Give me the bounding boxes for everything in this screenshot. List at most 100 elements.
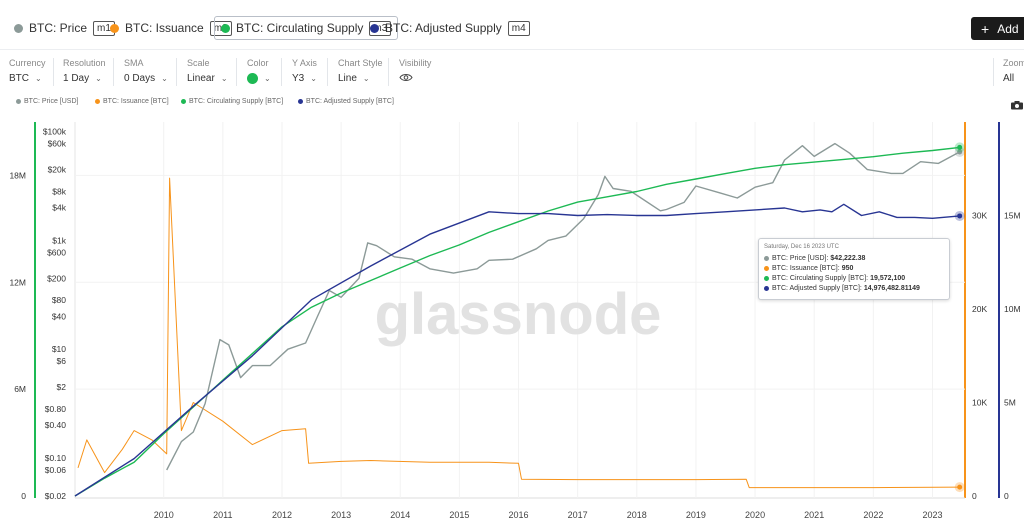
divider [388, 58, 389, 86]
adjusted-tick-label: 15M [1004, 211, 1021, 221]
price-tick-label: $10 [52, 344, 66, 354]
tooltip-value: $42,222.38 [830, 254, 866, 262]
color-control[interactable]: Color ⌄ [247, 58, 271, 84]
add-button[interactable]: + Add [971, 17, 1024, 40]
camera-icon[interactable] [1010, 100, 1024, 110]
series-end-marker [957, 213, 963, 219]
scale-select[interactable]: Linear ⌄ [187, 73, 228, 84]
tooltip-value: 19,572,100 [870, 274, 906, 282]
price-tick-label: $6 [57, 356, 67, 366]
metric-label: BTC: Price [29, 21, 88, 35]
currency-select[interactable]: BTC ⌄ [9, 73, 46, 84]
visibility-label: Visibility [399, 58, 432, 68]
divider [236, 58, 237, 86]
currency-control[interactable]: Currency BTC ⌄ [9, 58, 46, 84]
metric-chip-adjusted-supply[interactable]: BTC: Adjusted Supply m4 [370, 16, 530, 40]
legend-item-circulating-supply[interactable]: BTC: Circulating Supply [BTC] [181, 98, 283, 105]
price-color-dot [14, 23, 23, 33]
price-tick-label: $0.02 [45, 491, 67, 501]
price-tick-label: $0.80 [45, 404, 67, 414]
sma-value: 0 Days [124, 73, 156, 84]
price-tick-label: $600 [47, 247, 66, 257]
chevron-down-icon: ⌄ [220, 74, 228, 83]
legend-item-adjusted-supply[interactable]: BTC: Adjusted Supply [BTC] [298, 98, 394, 105]
scale-control[interactable]: Scale Linear ⌄ [187, 58, 228, 84]
resolution-control[interactable]: Resolution 1 Day ⌄ [63, 58, 106, 84]
resolution-select[interactable]: 1 Day ⌄ [63, 73, 106, 84]
x-tick-label: 2022 [863, 510, 883, 520]
resolution-label: Resolution [63, 58, 106, 68]
currency-value: BTC [9, 73, 29, 84]
x-tick-label: 2012 [272, 510, 292, 520]
legend-item-price[interactable]: BTC: Price [USD] [16, 98, 78, 105]
scale-label: Scale [187, 58, 210, 68]
metric-label: BTC: Adjusted Supply [385, 21, 502, 35]
metric-chip-issuance[interactable]: BTC: Issuance m2 [110, 16, 232, 40]
tooltip-row-issuance: BTC: Issuance [BTC]: 950 [764, 263, 944, 273]
x-tick-label: 2017 [568, 510, 588, 520]
zoom-control[interactable]: Zoom All [1003, 58, 1024, 84]
divider [993, 58, 994, 86]
y-axis-select[interactable]: Y3 ⌄ [292, 73, 317, 84]
x-tick-label: 2014 [390, 510, 410, 520]
legend-dot [95, 99, 100, 104]
legend-dot [298, 99, 303, 104]
tooltip-label: BTC: Price [USD]: [772, 254, 829, 262]
zoom-select[interactable]: All [1003, 73, 1024, 84]
y-axis-label: Y Axis [292, 58, 317, 68]
visibility-toggle[interactable] [399, 73, 431, 82]
tooltip-label: BTC: Adjusted Supply [BTC]: [772, 284, 862, 292]
watermark: glassnode [375, 282, 662, 347]
price-tick-label: $4k [52, 203, 66, 213]
tooltip-row-price: BTC: Price [USD]: $42,222.38 [764, 253, 944, 263]
series-end-marker [957, 144, 963, 150]
legend-item-issuance[interactable]: BTC: Issuance [BTC] [95, 98, 169, 105]
end-markers [954, 142, 965, 493]
chart-style-label: Chart Style [338, 58, 383, 68]
x-tick-label: 2016 [509, 510, 529, 520]
chart-style-select[interactable]: Line ⌄ [338, 73, 383, 84]
metric-label: BTC: Circulating Supply [236, 21, 364, 35]
chart-style-control[interactable]: Chart Style Line ⌄ [338, 58, 383, 84]
color-swatch [247, 73, 258, 84]
metric-bar: BTC: Price m1 BTC: Issuance m2 BTC: Circ… [0, 0, 1024, 50]
issuance-tick-label: 10K [972, 398, 987, 408]
legend-label: BTC: Circulating Supply [BTC] [189, 98, 284, 105]
tooltip-date: Saturday, Dec 16 2023 UTC [764, 244, 839, 250]
metric-chip-price[interactable]: BTC: Price m1 [14, 16, 115, 40]
adjusted-tick-label: 10M [1004, 304, 1021, 314]
x-tick-label: 2020 [745, 510, 765, 520]
tooltip-value: 14,976,482.81149 [863, 284, 920, 292]
issuance-color-dot [110, 23, 119, 33]
divider [176, 58, 177, 86]
price-tick-label: $200 [47, 273, 66, 283]
chart-style-value: Line [338, 73, 357, 84]
legend-dot [181, 99, 186, 104]
legend-label: BTC: Adjusted Supply [BTC] [306, 98, 394, 105]
chart-controls: Currency BTC ⌄ Resolution 1 Day ⌄ SMA 0 Da… [0, 52, 1024, 92]
visibility-control[interactable]: Visibility [399, 58, 431, 82]
price-tick-label: $1k [52, 235, 66, 245]
sma-control[interactable]: SMA 0 Days ⌄ [124, 58, 168, 84]
color-select[interactable]: ⌄ [247, 73, 271, 84]
tooltip-dot [764, 255, 769, 261]
chevron-down-icon: ⌄ [264, 74, 271, 83]
x-tick-label: 2019 [686, 510, 706, 520]
price-tick-label: $60k [48, 139, 67, 149]
divider [281, 58, 282, 86]
add-button-label: Add [997, 21, 1019, 36]
metric-label: BTC: Issuance [125, 21, 204, 35]
scale-value: Linear [187, 73, 215, 84]
tooltip-dot [764, 265, 769, 271]
y-axis-control[interactable]: Y Axis Y3 ⌄ [292, 58, 317, 84]
sma-select[interactable]: 0 Days ⌄ [124, 73, 168, 84]
price-tick-label: $40 [52, 311, 66, 321]
adjusted-supply-series-line [74, 203, 960, 497]
divider [53, 58, 54, 86]
metric-chip-circulating-supply[interactable]: BTC: Circulating Supply m3 [214, 16, 399, 40]
zoom-label: Zoom [1003, 58, 1024, 68]
price-tick-label: $0.06 [45, 465, 67, 475]
tooltip-dot [764, 275, 769, 281]
adjusted-tick-label: 5M [1004, 398, 1016, 408]
resolution-value: 1 Day [63, 73, 90, 84]
